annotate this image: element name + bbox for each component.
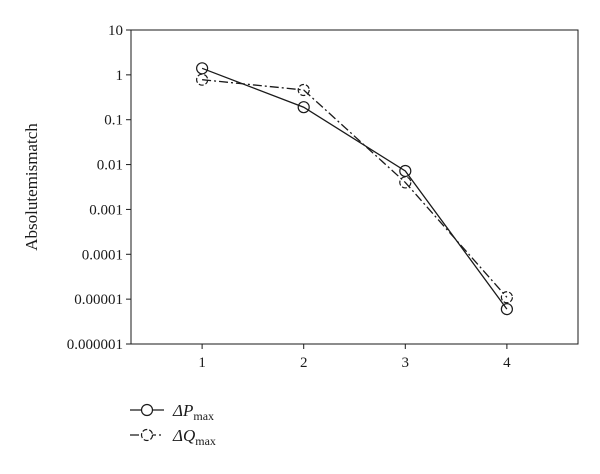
legend-label-1: ΔPmax xyxy=(172,401,214,423)
data-point-series-2 xyxy=(500,291,513,304)
x-axis: 1 2 3 4 xyxy=(198,344,511,371)
y-tick-label: 1 xyxy=(116,68,124,84)
legend-swatch-marker-1 xyxy=(140,403,154,417)
x-tick-label: 4 xyxy=(503,355,511,371)
legend-label-2: ΔQmax xyxy=(172,426,216,448)
y-tick-label: 10 xyxy=(108,23,123,39)
y-tick-label: 0.000001 xyxy=(67,337,123,353)
series-layer xyxy=(196,62,513,316)
y-tick-label: 0.001 xyxy=(89,202,123,218)
legend: ΔPmax ΔQmax xyxy=(130,401,216,448)
legend-swatch-marker-2 xyxy=(140,428,154,442)
x-tick-label: 1 xyxy=(198,355,206,371)
y-axis: 10 1 0.1 0.01 0.001 0.0001 0.00001 0.000001 xyxy=(67,23,131,353)
y-tick-label: 0.00001 xyxy=(74,292,123,308)
y-tick-label: 0.0001 xyxy=(82,247,123,263)
data-point-series-1 xyxy=(297,101,310,114)
x-tick-label: 3 xyxy=(402,355,410,371)
series-line-1 xyxy=(201,67,508,310)
y-axis-title: Absolutemismatch xyxy=(22,123,41,251)
series-line-2 xyxy=(202,79,508,298)
y-tick-label: 0.1 xyxy=(104,113,123,129)
data-point-series-2 xyxy=(196,73,209,86)
data-point-series-2 xyxy=(297,83,310,97)
plot-frame xyxy=(130,29,579,345)
x-tick-label: 2 xyxy=(300,355,308,371)
data-point-series-1 xyxy=(500,302,513,316)
y-tick-label: 0.01 xyxy=(97,158,123,174)
data-point-series-2 xyxy=(399,176,412,189)
